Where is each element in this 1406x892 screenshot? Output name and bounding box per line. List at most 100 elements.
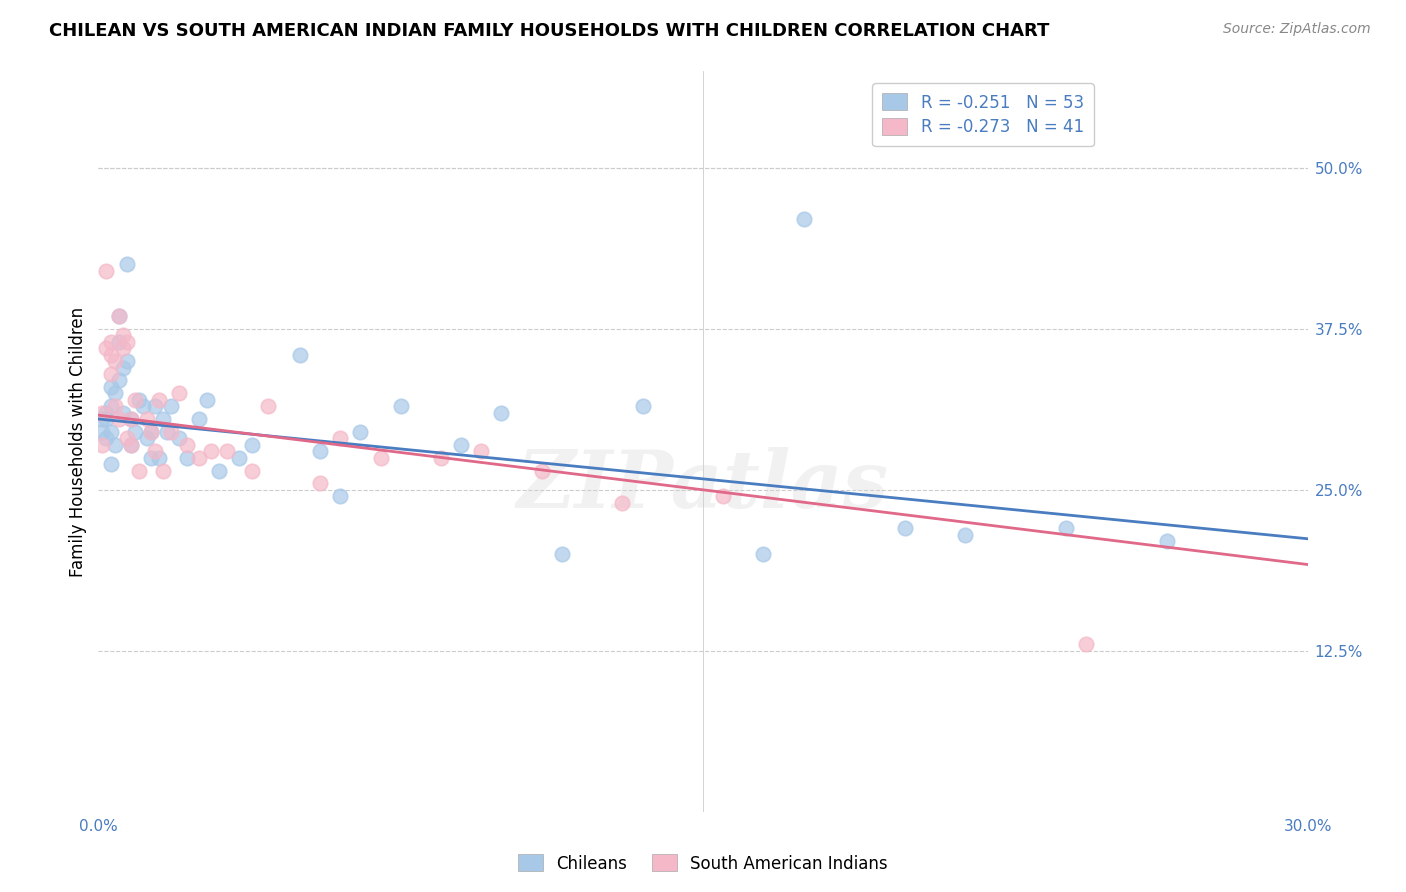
Point [329,489,352,503]
Point [135,412,157,426]
Point [143,399,166,413]
Point [107,373,129,387]
Point [139,425,162,439]
Point [96,264,118,278]
Text: CHILEAN VS SOUTH AMERICAN INDIAN FAMILY HOUSEHOLDS WITH CHILDREN CORRELATION CHA: CHILEAN VS SOUTH AMERICAN INDIAN FAMILY … [49,22,1050,40]
Point [148,450,170,465]
Point [631,399,654,413]
Point [200,444,222,458]
Point [103,386,125,401]
Point [195,392,218,407]
Point [120,412,142,426]
Point [115,334,138,349]
Point [100,399,122,413]
Point [107,309,129,323]
Point [160,399,183,413]
Point [329,431,352,445]
Point [96,431,118,445]
Point [100,457,122,471]
Point [953,528,976,542]
Text: Source: ZipAtlas.com: Source: ZipAtlas.com [1223,22,1371,37]
Legend: R = -0.251   N = 53, R = -0.273   N = 41: R = -0.251 N = 53, R = -0.273 N = 41 [872,83,1094,146]
Point [1054,521,1077,535]
Point [530,463,553,477]
Point [111,360,134,375]
Point [111,406,134,420]
Point [100,334,122,349]
Point [139,425,162,439]
Point [793,212,815,227]
Point [120,438,142,452]
Point [152,463,174,477]
Point [107,309,129,323]
Point [288,348,311,362]
Point [176,438,198,452]
Point [176,450,198,465]
Point [111,341,134,355]
Point [370,450,392,465]
Point [470,444,492,458]
Point [115,354,138,368]
Point [91,425,114,439]
Point [100,425,122,439]
Point [491,406,513,420]
Point [430,450,453,465]
Point [309,476,332,491]
Point [167,386,190,401]
Point [91,406,114,420]
Point [135,431,157,445]
Point [128,463,150,477]
Point [711,489,734,503]
Point [551,547,574,561]
Point [124,392,146,407]
Point [240,463,263,477]
Point [103,438,125,452]
Point [100,348,122,362]
Point [156,425,179,439]
Point [100,367,122,381]
Point [115,258,138,272]
Point [107,412,129,426]
Legend: Chileans, South American Indians: Chileans, South American Indians [512,847,894,880]
Point [256,399,278,413]
Text: ZIPatlas: ZIPatlas [517,447,889,524]
Point [612,496,634,510]
Point [217,444,239,458]
Point [124,425,146,439]
Point [309,444,332,458]
Point [132,399,155,413]
Point [128,392,150,407]
Point [389,399,412,413]
Point [1074,637,1097,651]
Point [160,425,183,439]
Point [103,354,125,368]
Point [111,328,134,343]
Point [143,444,166,458]
Point [139,450,162,465]
Point [148,392,170,407]
Point [228,450,250,465]
Point [107,334,129,349]
Point [893,521,915,535]
Point [752,547,775,561]
Point [188,450,211,465]
Point [208,463,231,477]
Point [120,438,142,452]
Point [91,412,114,426]
Point [1156,534,1178,549]
Point [120,412,142,426]
Point [103,399,125,413]
Y-axis label: Family Households with Children: Family Households with Children [69,307,87,576]
Point [349,425,371,439]
Point [100,380,122,394]
Point [96,406,118,420]
Point [115,431,138,445]
Point [450,438,472,452]
Point [240,438,263,452]
Point [188,412,211,426]
Point [167,431,190,445]
Point [91,438,114,452]
Point [96,412,118,426]
Point [96,341,118,355]
Point [152,412,174,426]
